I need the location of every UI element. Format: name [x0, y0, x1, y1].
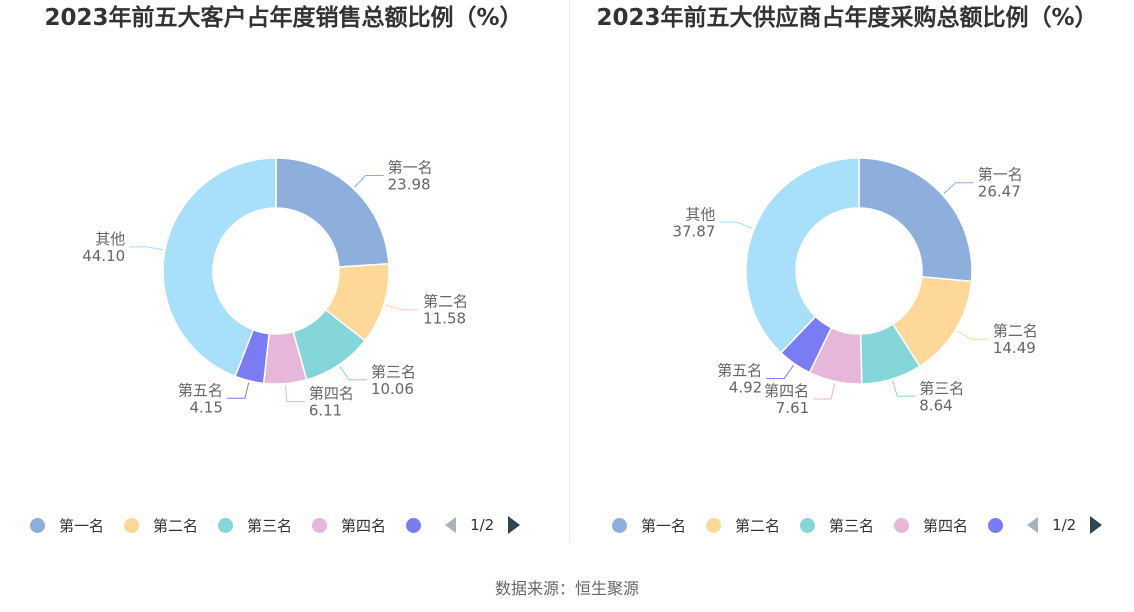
supplier-chart-panel: 2023年前五大供应商占年度采购总额比例（%） 第一名 26.47 第二名 14.49…	[567, 0, 1134, 550]
prev-page-icon[interactable]	[445, 517, 457, 533]
slice-value-label: 4.92	[729, 379, 762, 397]
leader-line	[943, 182, 974, 194]
customer-chart-panel: 2023年前五大客户占年度销售总额比例（%） 第一名 23.98 第二名 11.58 第…	[0, 0, 567, 550]
slice-category-label: 第四名	[309, 385, 354, 403]
legend-dot-icon	[406, 517, 422, 533]
legend-item-3[interactable]: 第三名	[218, 515, 292, 536]
leader-line	[226, 382, 250, 399]
donut-slice[interactable]	[858, 157, 973, 283]
slice-value-label: 11.58	[423, 310, 466, 328]
donut-slice[interactable]	[275, 157, 390, 268]
legend-item-2[interactable]: 第二名	[706, 515, 780, 536]
leader-line	[956, 330, 989, 340]
legend-label: 第二名	[153, 516, 199, 535]
leader-line	[813, 383, 836, 400]
legend-item-2[interactable]: 第二名	[124, 515, 198, 536]
slice-value-label: 14.49	[993, 339, 1036, 357]
legend-item-3[interactable]: 第三名	[800, 515, 874, 536]
legend-pager: 1/2	[1027, 516, 1103, 534]
legend-dot-icon	[218, 517, 234, 533]
legend-item-1[interactable]: 第一名	[30, 515, 104, 536]
legend-item-1[interactable]: 第一名	[612, 515, 686, 536]
legend-dot-icon	[612, 517, 627, 533]
legend: 第一名 第二名 第三名 第四名 1/2	[30, 513, 521, 537]
page-indicator: 1/2	[1052, 516, 1077, 534]
slice-value-label: 7.61	[776, 399, 809, 417]
slice-value-label: 8.64	[919, 396, 952, 414]
next-page-icon[interactable]	[508, 516, 521, 534]
legend-label: 第一名	[59, 516, 105, 535]
panel-divider	[569, 0, 570, 542]
legend-item-4[interactable]: 第四名	[894, 515, 968, 536]
legend-dot-icon	[894, 517, 910, 533]
legend-label: 第三名	[829, 516, 875, 535]
legend-item-4[interactable]: 第四名	[312, 515, 386, 536]
legend-dot-icon	[706, 517, 722, 533]
leader-line	[284, 385, 305, 403]
next-page-icon[interactable]	[1090, 516, 1103, 534]
leader-line	[129, 246, 164, 251]
legend-item-5-partial[interactable]	[406, 517, 435, 533]
donut-slice[interactable]	[162, 157, 277, 378]
slice-category-label: 第二名	[993, 322, 1038, 340]
leader-line	[339, 366, 367, 381]
slice-value-label: 23.98	[388, 175, 431, 193]
slice-category-label: 第三名	[919, 379, 964, 397]
legend-item-5-partial[interactable]	[988, 517, 1017, 533]
leader-line	[354, 174, 384, 188]
slice-value-label: 26.47	[978, 183, 1021, 201]
slice-category-label: 第五名	[717, 362, 762, 380]
donut-slice[interactable]	[745, 157, 860, 354]
slice-category-label: 其他	[685, 205, 715, 223]
page-indicator: 1/2	[470, 516, 495, 534]
slice-category-label: 其他	[95, 230, 125, 248]
legend-dot-icon	[124, 517, 140, 533]
slice-value-label: 44.10	[82, 247, 125, 265]
data-source-note: 数据来源：恒生聚源	[494, 579, 639, 598]
legend-dot-icon	[988, 517, 1004, 533]
legend-label: 第三名	[247, 516, 293, 535]
legend-label: 第二名	[735, 516, 781, 535]
legend-dot-icon	[800, 517, 816, 533]
leader-line	[766, 365, 794, 380]
legend-label: 第四名	[341, 516, 387, 535]
slice-value-label: 37.87	[672, 222, 715, 240]
leader-line	[892, 380, 916, 397]
slice-category-label: 第一名	[388, 158, 433, 176]
leader-line	[719, 221, 753, 229]
legend-label: 第一名	[641, 516, 687, 535]
legend: 第一名 第二名 第三名 第四名 1/2	[612, 513, 1103, 537]
slice-category-label: 第四名	[764, 382, 809, 400]
leader-line	[385, 304, 420, 311]
legend-dot-icon	[30, 517, 45, 533]
prev-page-icon[interactable]	[1027, 517, 1039, 533]
chart-title: 2023年前五大客户占年度销售总额比例（%）	[44, 5, 523, 31]
slice-category-label: 第三名	[371, 363, 416, 381]
chart-title: 2023年前五大供应商占年度采购总额比例（%）	[596, 5, 1098, 31]
legend-dot-icon	[312, 517, 328, 533]
slice-category-label: 第一名	[978, 166, 1023, 184]
slice-value-label: 10.06	[371, 380, 414, 398]
slice-category-label: 第五名	[178, 381, 223, 399]
slice-value-label: 4.15	[189, 398, 222, 416]
legend-label: 第四名	[923, 516, 969, 535]
legend-pager: 1/2	[445, 516, 521, 534]
slice-category-label: 第二名	[423, 293, 468, 311]
slice-value-label: 6.11	[309, 402, 342, 420]
